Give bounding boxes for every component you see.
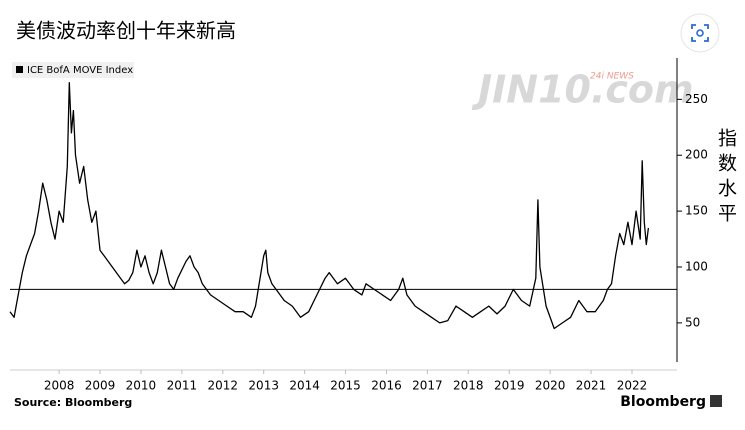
icon-frame[interactable] [691,24,709,42]
y-tick-label: 50 [685,315,700,329]
y-axis-label: 指数水平 [715,128,737,228]
icon-circle[interactable] [680,13,720,53]
chart-title: 美债波动率创十年来新高 [16,19,236,43]
y-tick-label: 150 [685,204,708,218]
x-tick-label: 2016 [371,379,402,393]
legend-swatch [16,66,23,73]
y-tick-label: 250 [685,92,708,106]
x-tick-label: 2009 [85,379,116,393]
x-tick-label: 2011 [167,379,198,393]
x-tick-label: 2020 [535,379,566,393]
brand: Bloomberg [620,394,706,410]
source: Source: Bloomberg [14,396,132,409]
x-tick-label: 2019 [494,379,525,393]
x-tick-label: 2010 [126,379,157,393]
brand-icon [710,395,722,407]
x-tick-label: 2015 [330,379,361,393]
x-tick-label: 2021 [576,379,607,393]
series-line [9,81,650,330]
x-tick-label: 2008 [44,379,75,393]
icon-lens[interactable] [696,29,704,37]
y-tick-label: 200 [685,148,708,162]
watermark-tag: 24i NEWS [590,72,634,82]
x-tick-label: 2014 [289,379,320,393]
x-tick-label: 2017 [412,379,443,393]
x-tick-label: 2013 [248,379,279,393]
watermark: JIN10.com [471,68,694,112]
legend-label: ICE BofA MOVE Index [27,65,133,76]
x-tick-label: 2022 [617,379,648,393]
x-tick-label: 2012 [208,379,239,393]
y-tick-label: 100 [685,260,708,274]
x-tick-label: 2018 [453,379,484,393]
legend-box [12,62,134,78]
scan-icon[interactable] [680,13,720,53]
legend: ICE BofA MOVE Index [12,62,134,78]
